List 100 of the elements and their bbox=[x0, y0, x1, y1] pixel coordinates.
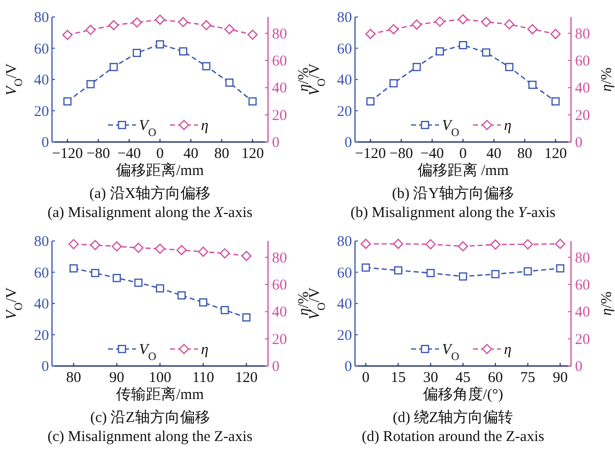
y2-tick-label: 40 bbox=[575, 304, 590, 321]
point bbox=[481, 16, 492, 27]
point bbox=[156, 40, 164, 48]
y2-axis-title: η/% bbox=[599, 67, 615, 92]
y-tick-label: 40 bbox=[337, 296, 352, 312]
x-tick-label: 80 bbox=[214, 146, 230, 162]
x-tick-label: 0 bbox=[459, 146, 467, 162]
point bbox=[198, 246, 208, 257]
point bbox=[434, 16, 445, 27]
point bbox=[527, 24, 538, 34]
text: (d) Rotation around the Z-axis bbox=[362, 429, 544, 445]
legend-label: V$_{O}$ bbox=[442, 118, 460, 139]
x-axis-title: 偏移角度/(°) bbox=[422, 386, 504, 403]
point bbox=[112, 274, 121, 282]
x-tick-label: 0 bbox=[156, 146, 164, 162]
y-tick-label: 80 bbox=[34, 234, 49, 250]
text: (c) 沿Z轴方向偏移 bbox=[90, 409, 210, 426]
point bbox=[85, 24, 96, 36]
point bbox=[63, 97, 72, 106]
point bbox=[108, 20, 119, 30]
point bbox=[242, 313, 250, 322]
point bbox=[482, 48, 490, 57]
x-tick-label: 15 bbox=[390, 370, 406, 386]
x-tick-label: 40 bbox=[486, 146, 502, 162]
x-tick-label: 60 bbox=[488, 370, 503, 386]
point bbox=[362, 263, 370, 272]
point bbox=[388, 24, 399, 34]
x-tick-label: 120 bbox=[241, 146, 264, 162]
x-tick-label: 40 bbox=[183, 146, 198, 162]
x-tick-label: 75 bbox=[520, 370, 536, 386]
y-tick-label: 80 bbox=[337, 10, 352, 26]
point bbox=[178, 291, 186, 300]
y2-tick-label: 20 bbox=[575, 332, 590, 348]
point bbox=[156, 284, 164, 292]
point bbox=[220, 248, 230, 258]
x-tick-label: −80 bbox=[86, 146, 110, 162]
legend-label: V$_{O}$ bbox=[139, 118, 156, 139]
point bbox=[389, 79, 398, 88]
text: (c) Misalignment along the Z-axis bbox=[48, 429, 253, 445]
point bbox=[366, 97, 375, 106]
point bbox=[241, 250, 252, 262]
legend-label: V$_{O}$ bbox=[442, 342, 460, 363]
point bbox=[504, 19, 514, 30]
point bbox=[70, 264, 78, 272]
x-tick-label: −40 bbox=[117, 146, 141, 162]
x-tick-label: −40 bbox=[420, 146, 444, 162]
y-tick-label: 80 bbox=[34, 10, 49, 26]
y2-tick-label: 40 bbox=[575, 80, 590, 97]
point bbox=[133, 242, 144, 253]
point bbox=[556, 264, 564, 272]
point bbox=[132, 17, 142, 28]
x-tick-label: 120 bbox=[235, 370, 258, 386]
y-tick-label: 0 bbox=[42, 135, 49, 151]
y-tick-label: 60 bbox=[34, 265, 49, 282]
y-tick-label: 20 bbox=[337, 328, 352, 344]
point bbox=[248, 97, 257, 106]
y-tick-label: 60 bbox=[337, 41, 352, 58]
legend-label: η bbox=[504, 118, 512, 134]
y-tick-label: 0 bbox=[42, 359, 49, 375]
point bbox=[551, 97, 560, 106]
y2-axis-title: η/% bbox=[599, 291, 615, 316]
point bbox=[201, 20, 212, 30]
x-axis-title: 偏移距离/mm bbox=[116, 162, 204, 179]
x-tick-label: 90 bbox=[552, 370, 568, 386]
point bbox=[199, 298, 208, 307]
y2-tick-label: 80 bbox=[272, 250, 287, 266]
x-tick-label: 120 bbox=[544, 146, 567, 162]
y2-tick-label: 40 bbox=[272, 80, 287, 97]
point bbox=[524, 267, 532, 276]
text: (d) 绕Z轴方向偏转 bbox=[392, 409, 514, 426]
point bbox=[91, 268, 100, 278]
y2-tick-label: 80 bbox=[272, 26, 287, 42]
point bbox=[247, 30, 258, 40]
y-tick-label: 20 bbox=[34, 328, 49, 344]
y-tick-label: 40 bbox=[337, 72, 352, 88]
y2-tick-label: 60 bbox=[575, 53, 590, 70]
point bbox=[110, 62, 118, 72]
x-tick-label: −80 bbox=[390, 146, 414, 162]
x-axis-title: 偏移距离 /mm bbox=[417, 162, 509, 179]
y2-tick-label: 20 bbox=[575, 108, 590, 124]
point bbox=[86, 80, 95, 88]
point bbox=[412, 20, 422, 30]
y2-tick-label: 60 bbox=[272, 53, 287, 70]
point bbox=[154, 14, 166, 25]
y-tick-label: 20 bbox=[337, 104, 352, 120]
y-tick-label: 0 bbox=[344, 135, 352, 151]
y-tick-label: 60 bbox=[337, 265, 352, 282]
point bbox=[202, 62, 210, 70]
y2-tick-label: 60 bbox=[575, 277, 590, 294]
point bbox=[458, 272, 468, 281]
y-tick-label: 40 bbox=[34, 72, 49, 88]
point bbox=[90, 240, 100, 250]
point bbox=[62, 30, 73, 40]
point bbox=[179, 47, 188, 56]
y2-tick-label: 0 bbox=[575, 135, 582, 151]
legend-label: V$_{O}$ bbox=[139, 342, 156, 363]
point bbox=[412, 62, 421, 72]
point bbox=[154, 244, 166, 254]
x-tick-label: 0 bbox=[362, 370, 370, 386]
text: (b) Misalignment along the Y-axis bbox=[350, 205, 556, 221]
